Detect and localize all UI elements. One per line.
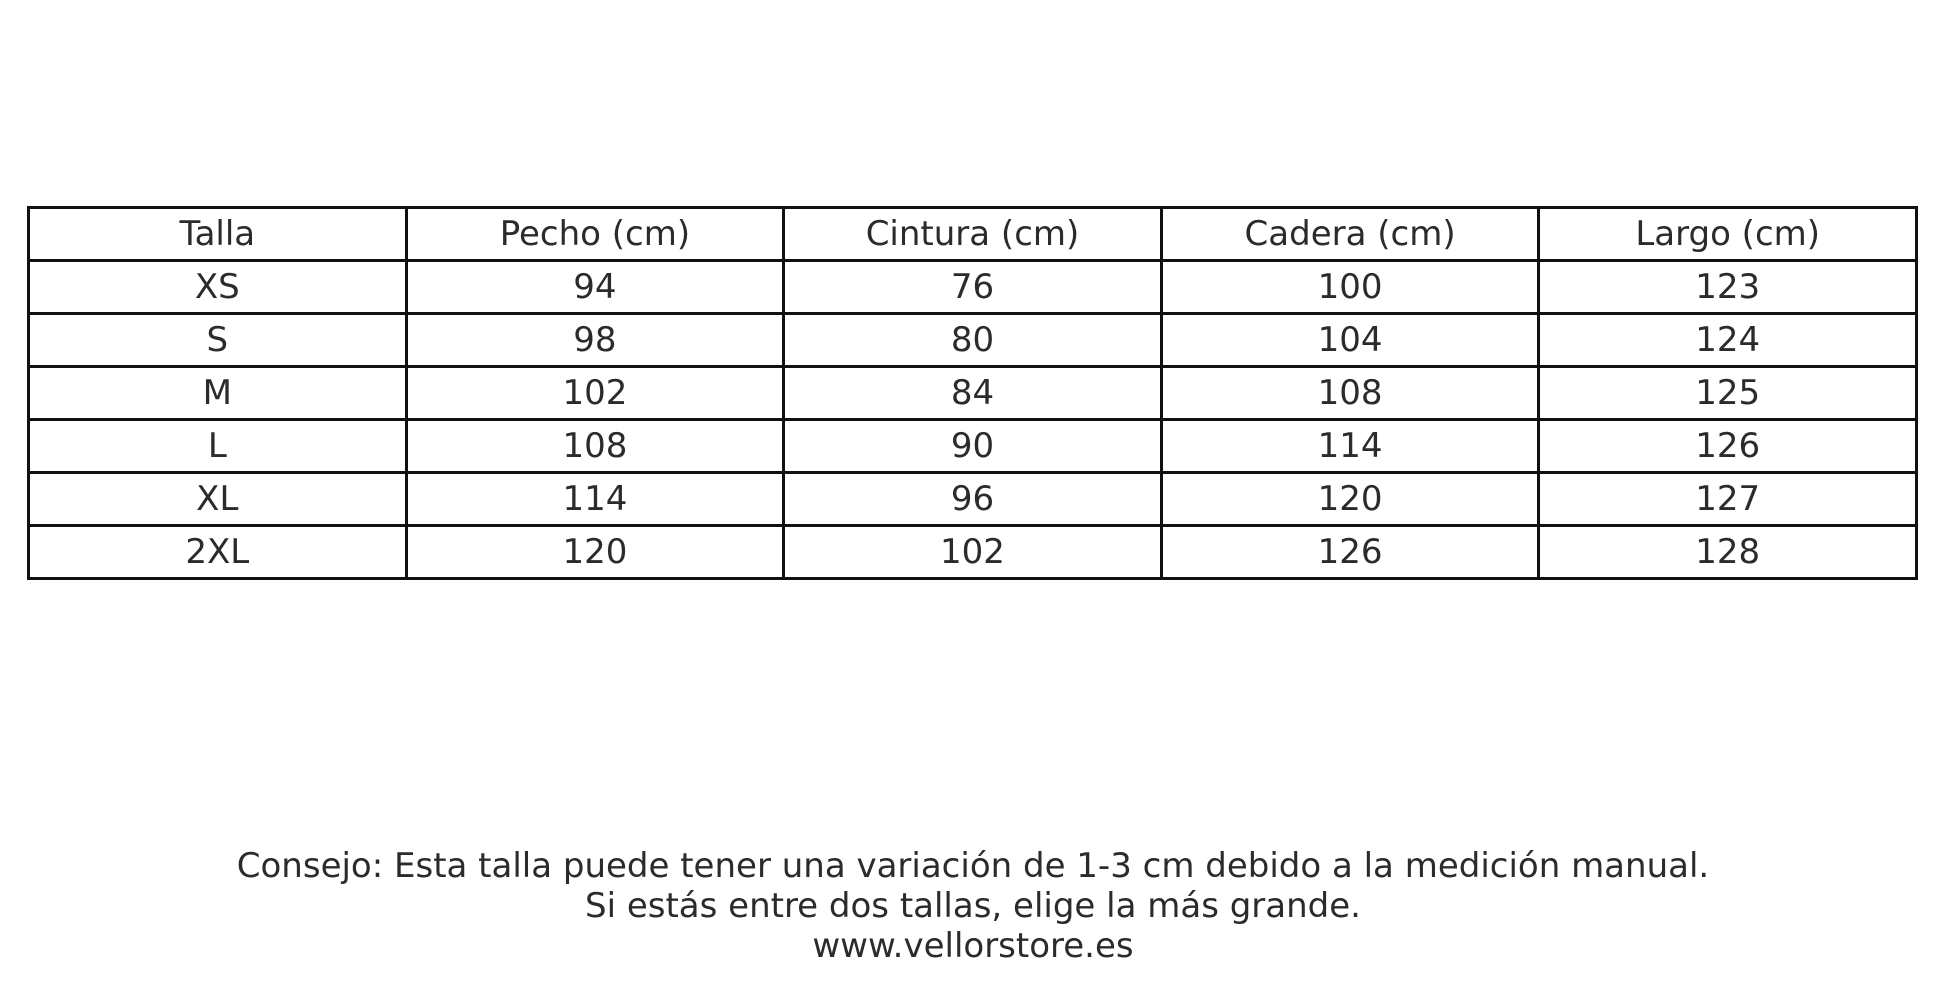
table-cell: 120: [404, 524, 786, 580]
table-row: M 102 84 108 125: [27, 365, 1918, 421]
table-cell: 94: [404, 259, 786, 315]
footer-note: Consejo: Esta talla puede tener una vari…: [0, 846, 1946, 966]
table-cell: 125: [1537, 365, 1918, 421]
table-cell: 84: [782, 365, 1163, 421]
table-cell: 96: [782, 471, 1163, 527]
table-cell: 100: [1159, 259, 1541, 315]
table-cell: 120: [1159, 471, 1541, 527]
table-cell: 108: [404, 418, 786, 474]
table-cell: 124: [1537, 312, 1918, 368]
advice-text: Si estás entre dos tallas, elige la más …: [585, 886, 1361, 926]
table-cell: 128: [1537, 524, 1918, 580]
table-cell: 108: [1159, 365, 1541, 421]
table-cell: 80: [782, 312, 1163, 368]
table-cell: 102: [404, 365, 786, 421]
table-cell: 2XL: [27, 524, 408, 580]
table-cell: 126: [1159, 524, 1541, 580]
table-row: L 108 90 114 126: [27, 418, 1918, 474]
table-cell: XS: [27, 259, 408, 315]
table-cell: 102: [782, 524, 1163, 580]
table-cell: XL: [27, 471, 408, 527]
table-row: 2XL 120 102 126 128: [27, 524, 1918, 580]
table-row: XL 114 96 120 127: [27, 471, 1918, 527]
tip-text: Consejo: Esta talla puede tener una vari…: [236, 846, 1710, 886]
table-cell: 98: [404, 312, 786, 368]
table-cell: 123: [1537, 259, 1918, 315]
table-cell: 114: [404, 471, 786, 527]
table-cell: 114: [1159, 418, 1541, 474]
table-row: XS 94 76 100 123: [27, 259, 1918, 315]
table-cell: L: [27, 418, 408, 474]
table-cell: M: [27, 365, 408, 421]
table-cell: 126: [1537, 418, 1918, 474]
column-header: Cintura (cm): [782, 206, 1163, 262]
size-chart-table: Talla Pecho (cm) Cintura (cm) Cadera (cm) La…: [27, 206, 1918, 580]
table-cell: 90: [782, 418, 1163, 474]
column-header: Largo (cm): [1537, 206, 1918, 262]
table-cell: S: [27, 312, 408, 368]
table-cell: 127: [1537, 471, 1918, 527]
column-header: Pecho (cm): [404, 206, 786, 262]
website-text: www.vellorstore.es: [812, 926, 1134, 966]
table-header-row: Talla Pecho (cm) Cintura (cm) Cadera (cm) La…: [27, 206, 1918, 262]
table-cell: 104: [1159, 312, 1541, 368]
column-header: Talla: [27, 206, 408, 262]
table-row: S 98 80 104 124: [27, 312, 1918, 368]
table-cell: 76: [782, 259, 1163, 315]
column-header: Cadera (cm): [1159, 206, 1541, 262]
